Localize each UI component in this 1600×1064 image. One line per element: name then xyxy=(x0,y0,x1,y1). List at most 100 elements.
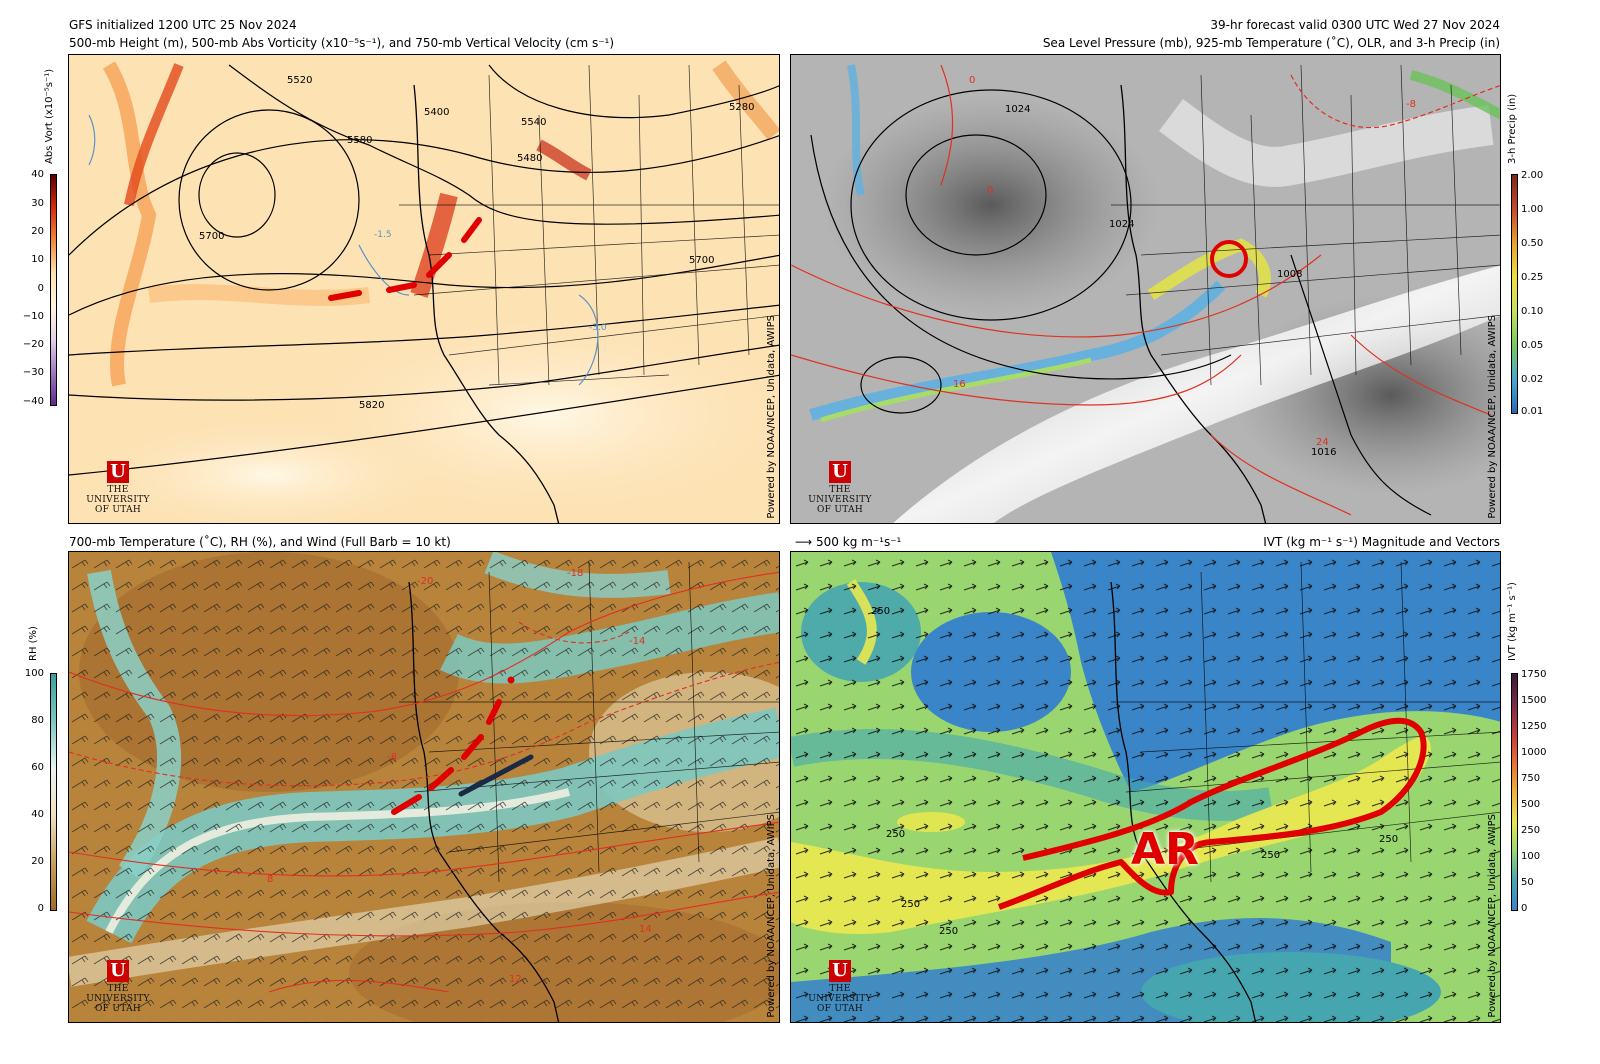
contour-label: 250 xyxy=(871,606,890,617)
isobar xyxy=(1290,254,1432,516)
contour-label: 250 xyxy=(886,829,905,840)
logo-text: UNIVERSITY xyxy=(86,495,150,505)
colorbar-label: IVT (kg m⁻¹ s⁻¹) xyxy=(1507,582,1518,661)
contour-label: -20 xyxy=(417,576,433,587)
colorbar-tick: 500 xyxy=(1521,799,1541,810)
height-contour xyxy=(69,374,779,476)
colorbar-tick: 0.01 xyxy=(1521,406,1544,417)
precip-band xyxy=(1409,70,1500,120)
colorbar-tick: 0 xyxy=(1521,903,1528,914)
colorbar-tick: 0.50 xyxy=(1521,238,1544,249)
temperature-contour xyxy=(940,64,954,186)
contour-label: 250 xyxy=(901,899,920,910)
contour-label: 250 xyxy=(1379,834,1398,845)
data-credit: Powered by NOAA/NCEP, Unidata, AWIPS xyxy=(766,315,777,519)
contour-label: 5700 xyxy=(689,255,714,266)
vorticity-streak xyxy=(410,192,458,298)
panel-ivt: 250 250 250 250 250 250 AR U THE UNIVERS… xyxy=(790,551,1501,1023)
height-contour-closed xyxy=(178,109,360,291)
annotation-circle xyxy=(1210,240,1248,278)
isobar xyxy=(905,134,1047,256)
logo-text: UNIVERSITY xyxy=(86,994,150,1004)
colorbar-tick: 1500 xyxy=(1521,695,1547,706)
tl-title-line1: GFS initialized 1200 UTC 25 Nov 2024 xyxy=(69,18,297,32)
logo-text: OF UTAH xyxy=(816,505,864,515)
height-contour xyxy=(488,64,779,119)
olr-cloud-band xyxy=(1159,98,1494,187)
colorbar-tick: 0.10 xyxy=(1521,306,1544,317)
olr-cloud-band xyxy=(893,265,1500,523)
university-of-utah-logo: U THE UNIVERSITY OF UTAH xyxy=(805,960,875,1014)
vorticity-colorbar: Abs Vort (x10⁻⁵s⁻¹) 40 30 20 10 0 −10 −2… xyxy=(0,54,66,524)
tr-title-line2: Sea Level Pressure (mb), 925-mb Temperat… xyxy=(1042,36,1500,50)
olr-dark-region xyxy=(821,95,1161,315)
height-contour xyxy=(228,64,779,225)
vorticity-streak xyxy=(102,61,157,387)
logo-text: THE xyxy=(829,984,851,994)
br-reference-vector: ⟶ 500 kg m⁻¹s⁻¹ xyxy=(795,533,901,551)
precip-colorbar: 3-h Precip (in) 2.00 1.00 0.50 0.25 0.10… xyxy=(1503,54,1600,524)
vertical-velocity-contour xyxy=(358,244,410,296)
contour-label: -14 xyxy=(629,636,645,647)
colorbar-tick: −30 xyxy=(22,367,44,378)
contour-label: 1024 xyxy=(1005,104,1030,115)
pale-region xyxy=(79,415,459,523)
state-borders xyxy=(399,561,779,883)
colorbar-tick: 0.02 xyxy=(1521,374,1544,385)
colorbar-tick: 40 xyxy=(31,169,44,180)
logo-text: UNIVERSITY xyxy=(808,994,872,1004)
contour-label: 0 xyxy=(987,185,993,196)
logo-text: OF UTAH xyxy=(94,505,142,515)
contour-label: 5520 xyxy=(287,75,312,86)
colorbar-tick: 2.00 xyxy=(1521,170,1544,181)
slp-map: 1024 1024 1008 1016 0 0 16 -8 24 xyxy=(791,55,1500,523)
ivt-colorbar: IVT (kg m⁻¹ s⁻¹) 1750 1500 1250 1000 750… xyxy=(1503,551,1600,1023)
temperature-contour xyxy=(268,979,450,993)
data-credit: Powered by NOAA/NCEP, Unidata, AWIPS xyxy=(1487,814,1498,1018)
logo-text: THE xyxy=(829,485,851,495)
contour-label: 5580 xyxy=(347,135,372,146)
data-credit: Powered by NOAA/NCEP, Unidata, AWIPS xyxy=(766,814,777,1018)
contour-label: 5400 xyxy=(424,107,449,118)
ar-outline-annotation xyxy=(997,717,1427,910)
temperature-contour xyxy=(69,821,779,877)
wind-barbs xyxy=(69,552,779,1022)
colorbar-tick: 250 xyxy=(1521,825,1541,836)
contour-label: 0 xyxy=(969,75,975,86)
precip-band xyxy=(809,280,1226,421)
state-borders xyxy=(1111,561,1500,883)
colorbar-tick: 1250 xyxy=(1521,721,1547,732)
data-credit: Powered by NOAA/NCEP, Unidata, AWIPS xyxy=(1487,315,1498,519)
colorbar-tick: 1.00 xyxy=(1521,204,1544,215)
colorbar-tick: 0.25 xyxy=(1521,272,1544,283)
contour-label: 1016 xyxy=(1311,447,1336,458)
u-logo-icon: U xyxy=(107,960,129,982)
temperature-contour xyxy=(1210,434,1352,516)
colorbar-tick: 100 xyxy=(24,668,44,679)
contour-label: 5820 xyxy=(359,400,384,411)
university-of-utah-logo: U THE UNIVERSITY OF UTAH xyxy=(805,461,875,515)
colorbar-tick: −20 xyxy=(22,339,44,350)
panel-500mb-vorticity: 5520 5400 5580 5540 5480 5280 5700 5700 … xyxy=(68,54,780,524)
temperature-contour xyxy=(518,621,630,644)
height-contour xyxy=(69,344,779,401)
vorticity-streak xyxy=(712,60,779,140)
contour-label: 14 xyxy=(639,924,652,935)
br-title-line1: IVT (kg m⁻¹ s⁻¹) Magnitude and Vectors xyxy=(1263,535,1500,549)
contour-label: 1008 xyxy=(1277,269,1302,280)
reference-vector-label: 500 kg m⁻¹s⁻¹ xyxy=(816,535,902,549)
colorbar-tick: 60 xyxy=(31,762,44,773)
contour-label: -18 xyxy=(567,568,583,579)
contour-label: 16 xyxy=(953,379,966,390)
temperature-contour xyxy=(69,571,779,717)
colorbar-label: RH (%) xyxy=(28,626,39,661)
colorbar-tick: 0.05 xyxy=(1521,340,1544,351)
tl-title-line2: 500-mb Height (m), 500-mb Abs Vorticity … xyxy=(69,36,615,50)
vertical-velocity-contour xyxy=(578,294,599,386)
colorbar-tick: 80 xyxy=(31,715,44,726)
colorbar-tick: 40 xyxy=(31,809,44,820)
rh-wind-map: -20 -18 -14 -8 8 12 14 xyxy=(69,552,779,1022)
precip-band xyxy=(847,64,865,196)
precip-band xyxy=(820,357,1092,423)
contour-label: 5480 xyxy=(517,153,542,164)
